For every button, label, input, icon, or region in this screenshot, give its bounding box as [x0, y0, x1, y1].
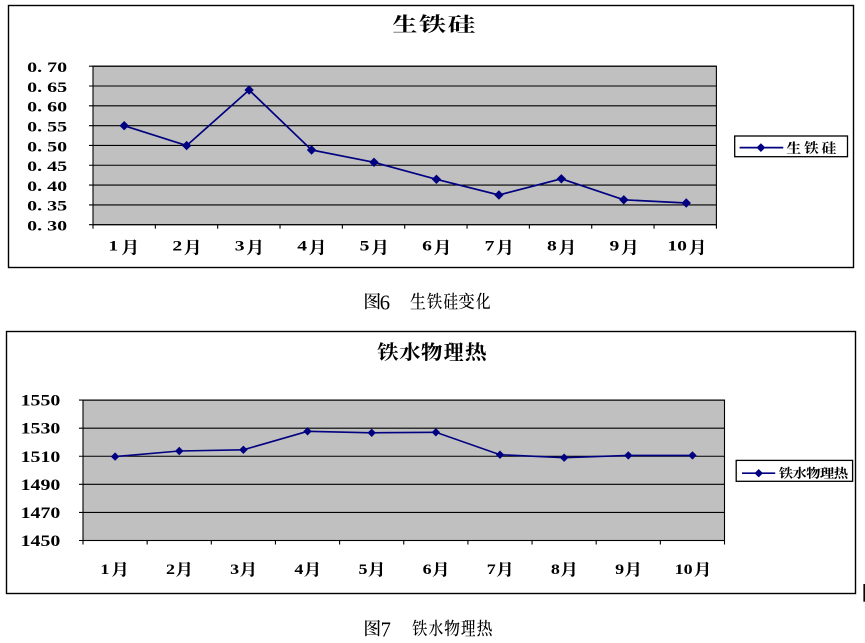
- svg-text:7: 7: [485, 239, 496, 255]
- svg-text:7: 7: [381, 620, 391, 642]
- svg-text:0. 55: 0. 55: [27, 119, 67, 135]
- svg-text:10: 10: [675, 562, 693, 578]
- svg-text:1530: 1530: [21, 421, 61, 438]
- svg-text:5: 5: [359, 562, 368, 578]
- svg-text:8: 8: [547, 239, 557, 255]
- svg-text:1: 1: [108, 239, 118, 255]
- svg-text:6: 6: [380, 293, 390, 315]
- svg-text:9: 9: [610, 239, 620, 255]
- svg-text:7: 7: [487, 562, 496, 578]
- svg-text:0. 45: 0. 45: [27, 159, 67, 175]
- svg-text:6: 6: [423, 562, 432, 578]
- svg-text:1470: 1470: [21, 505, 61, 522]
- svg-text:0. 35: 0. 35: [27, 199, 67, 215]
- svg-text:6: 6: [422, 239, 432, 255]
- svg-text:5: 5: [360, 239, 370, 255]
- svg-text:3: 3: [235, 239, 245, 255]
- svg-text:3: 3: [230, 562, 239, 578]
- svg-text:2: 2: [172, 239, 182, 255]
- svg-text:1: 1: [100, 562, 109, 578]
- svg-text:1490: 1490: [21, 477, 61, 494]
- svg-text:0. 50: 0. 50: [27, 139, 67, 155]
- svg-text:0. 70: 0. 70: [27, 60, 67, 76]
- svg-text:1450: 1450: [21, 533, 61, 550]
- svg-text:8: 8: [551, 562, 560, 578]
- svg-text:0. 30: 0. 30: [27, 219, 67, 235]
- svg-text:0. 40: 0. 40: [27, 179, 67, 195]
- svg-text:0. 60: 0. 60: [27, 100, 67, 116]
- svg-text:2: 2: [166, 562, 175, 578]
- svg-text:4: 4: [294, 562, 303, 578]
- svg-text:0. 65: 0. 65: [27, 80, 67, 96]
- svg-text:1510: 1510: [21, 449, 61, 466]
- svg-text:9: 9: [615, 562, 624, 578]
- svg-text:4: 4: [297, 239, 308, 255]
- svg-text:10: 10: [667, 239, 687, 255]
- svg-text:1550: 1550: [21, 393, 61, 410]
